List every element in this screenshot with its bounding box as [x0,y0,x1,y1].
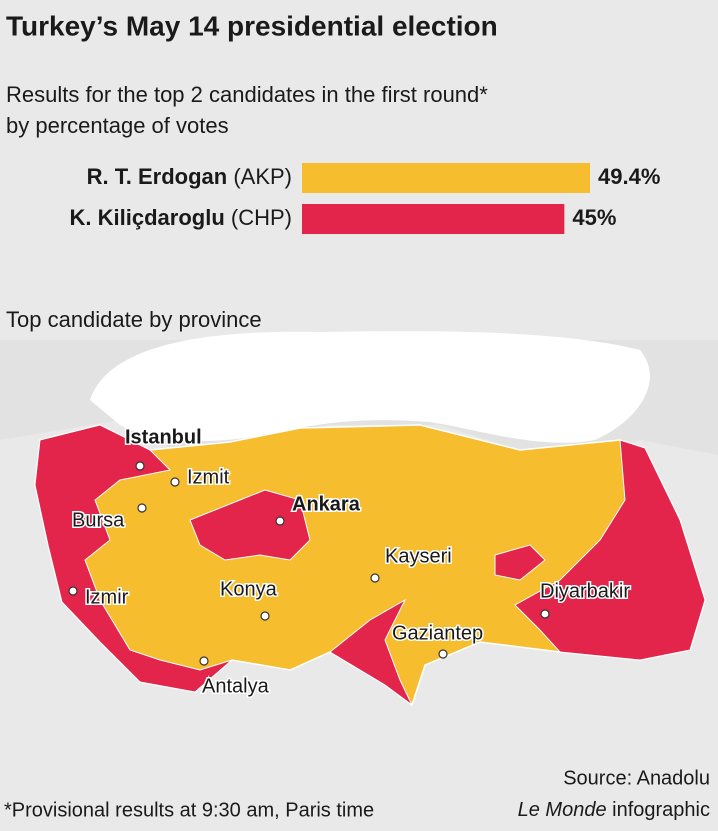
city-label: Antalya [202,675,270,697]
city-dot [137,503,147,513]
party: (AKP) [233,164,292,189]
source: Source: Anadolu [563,767,710,789]
value-label: 45% [572,205,616,230]
chp-provinces [34,424,706,706]
city-dot [275,516,285,526]
map-heading: Top candidate by province [6,307,262,332]
city-label: Istanbul [125,426,202,448]
city-label: Izmir [85,586,129,608]
city-label: Kayseri [385,545,452,567]
subtitle: by percentage of votes [6,113,229,138]
city-label: Izmit [187,466,230,488]
city-dot [260,611,270,621]
region [514,439,706,661]
value-label: 49.4% [598,164,660,189]
region [494,544,546,581]
party: (CHP) [231,205,292,230]
city-dot [68,586,78,596]
region [34,424,233,693]
credit-text: infographic [612,799,710,821]
region [329,598,413,706]
category-label: K. Kiliçdaroglu (CHP) [70,205,292,230]
bar [302,204,565,234]
subtitle: Results for the top 2 candidates in the … [6,82,488,107]
city-dot [170,477,180,487]
city-dot [199,656,209,666]
black-sea [90,331,650,443]
city-dot [438,649,448,659]
credit: Le Monde infographic [518,799,710,821]
city-dot [370,573,380,583]
candidate: K. Kiliçdaroglu [70,205,225,230]
candidate: R. T. Erdogan [87,164,228,189]
brand: Le Monde [518,799,607,821]
city-dot [540,609,550,619]
city-label: Bursa [72,509,125,531]
city-label: Ankara [292,493,361,515]
city-dot [135,461,145,471]
bar [302,163,591,193]
footnote: *Provisional results at 9:30 am, Paris t… [4,799,374,821]
city-label: Diyarbakir [540,580,630,602]
city-label: Konya [220,578,278,600]
chart-title: Turkey’s May 14 presidential election [6,10,498,41]
region [189,489,311,561]
city-label: Gaziantep [392,622,483,644]
category-label: R. T. Erdogan (AKP) [87,164,292,189]
